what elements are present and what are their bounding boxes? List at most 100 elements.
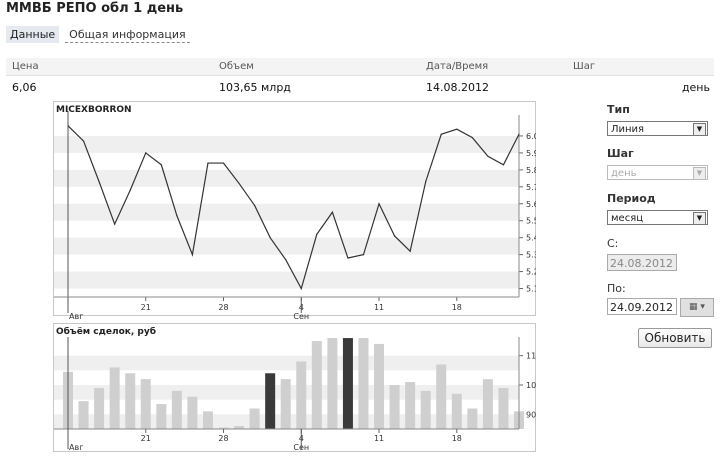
volume-chart-title: Объём сделок, руб xyxy=(56,326,156,337)
line-grid-band xyxy=(54,203,519,221)
volume-bar xyxy=(109,367,120,429)
chevron-down-icon: ▼ xyxy=(693,167,706,180)
volume-bar xyxy=(140,379,151,429)
volume-bar xyxy=(171,390,182,429)
price-point xyxy=(238,182,240,185)
value-datetime: 14.08.2012 xyxy=(426,81,489,94)
price-point xyxy=(331,211,333,213)
stats-header-row: Цена Объем Дата/Время Шаг xyxy=(6,58,714,76)
step-select-value: день xyxy=(611,168,637,179)
price-point xyxy=(518,133,520,135)
type-select-value: Линия xyxy=(611,124,645,135)
price-point xyxy=(456,128,458,130)
volume-bar xyxy=(156,404,167,429)
price-point xyxy=(67,125,69,127)
to-label: По: xyxy=(607,282,626,295)
price-point xyxy=(300,287,302,290)
header-datetime: Дата/Время xyxy=(426,61,489,72)
from-date-input[interactable]: 24.08.2012 xyxy=(607,254,677,271)
volume-bar xyxy=(265,373,276,429)
line-y-tick-label: 5.1 xyxy=(526,285,536,294)
price-point xyxy=(316,233,318,235)
line-x-tick-label: 11 xyxy=(374,303,384,312)
type-select[interactable]: Линия ▼ xyxy=(607,121,708,136)
price-point xyxy=(269,237,271,239)
line-y-tick-label: 5.7 xyxy=(526,183,536,192)
tab-general-info[interactable]: Общая информация xyxy=(65,26,190,43)
volume-bar xyxy=(280,379,291,429)
volume-bar xyxy=(94,387,105,429)
line-x-tick-label: Авг xyxy=(69,312,83,321)
line-x-tick-label: 21 xyxy=(141,303,151,312)
type-label: Тип xyxy=(607,103,630,116)
price-line-series xyxy=(67,125,520,291)
line-y-tick-label: 5.4 xyxy=(526,234,536,243)
price-point xyxy=(114,223,116,225)
price-point xyxy=(129,189,131,191)
volume-bar xyxy=(436,364,447,429)
volume-x-tick-label: Авг xyxy=(69,443,83,452)
refresh-button[interactable]: Обновить xyxy=(638,328,712,348)
volume-x-tick-label: 21 xyxy=(141,434,151,443)
volume-bar xyxy=(374,343,385,429)
volume-bar xyxy=(125,373,136,429)
line-grid-band xyxy=(54,271,519,289)
volume-bar xyxy=(405,382,416,429)
price-point xyxy=(160,164,162,166)
line-x-tick-label: Сен xyxy=(293,312,309,321)
price-point xyxy=(471,137,473,139)
chart-svg: MICEXBORRON 6.0 5.9 5.8 5.7 5.6 5.5 5.4 5.3 5.2 5.… xyxy=(53,101,536,452)
line-x-tick-label: 28 xyxy=(218,303,228,312)
chevron-down-icon: ▼ xyxy=(693,212,706,225)
line-y-tick-label: 5.8 xyxy=(526,166,536,175)
header-volume: Объем xyxy=(219,61,254,72)
price-point xyxy=(425,181,427,183)
from-label: С: xyxy=(607,237,619,250)
price-point xyxy=(409,250,411,252)
chart-area: MICEXBORRON 6.0 5.9 5.8 5.7 5.6 5.5 5.4 5.3 5.2 5.… xyxy=(53,99,536,453)
volume-bar xyxy=(249,408,260,429)
volume-bar xyxy=(78,401,89,429)
header-step: Шаг xyxy=(573,61,596,72)
chevron-down-icon: ▼ xyxy=(693,123,706,136)
value-step: день xyxy=(681,81,710,94)
price-point xyxy=(145,152,147,154)
volume-bar xyxy=(202,411,213,429)
price-point xyxy=(440,133,442,135)
period-select[interactable]: месяц ▼ xyxy=(607,210,708,225)
volume-y-tick-label: 110 млрд xyxy=(526,352,536,361)
price-point xyxy=(98,181,100,183)
volume-x-tick-label: 28 xyxy=(218,434,228,443)
price-point xyxy=(254,204,256,207)
volume-bar xyxy=(296,361,307,429)
price-point xyxy=(176,215,178,217)
line-grid-band xyxy=(54,169,519,187)
line-x-tick-label: 18 xyxy=(452,303,462,312)
step-select[interactable]: день ▼ xyxy=(607,165,708,180)
period-select-value: месяц xyxy=(611,213,644,224)
price-point xyxy=(347,257,349,259)
value-volume: 103,65 млрд xyxy=(219,81,291,94)
line-y-tick-label: 5.5 xyxy=(526,217,536,226)
volume-bar xyxy=(218,427,229,429)
price-point xyxy=(393,235,396,237)
volume-y-tick-label: 100 млрд xyxy=(526,381,536,390)
volume-bar xyxy=(498,387,509,429)
volume-bar xyxy=(311,341,322,429)
to-date-input[interactable]: 24.09.2012 xyxy=(607,298,677,315)
line-grid-band xyxy=(54,135,519,153)
volume-bar xyxy=(467,408,478,429)
tab-data[interactable]: Данные xyxy=(6,26,60,43)
volume-bar xyxy=(451,393,462,429)
volume-bar xyxy=(342,338,353,429)
volume-bar xyxy=(187,396,198,429)
price-point xyxy=(502,164,505,166)
volume-bar xyxy=(389,385,400,429)
line-y-tick-label: 5.6 xyxy=(526,200,536,209)
price-point xyxy=(82,140,85,142)
calendar-icon[interactable]: ▦ ▾ xyxy=(680,298,714,317)
value-price: 6,06 xyxy=(12,81,37,94)
volume-y-tick-label: 90 млрд xyxy=(526,410,536,419)
tab-bar: Данные Общая информация xyxy=(6,26,190,43)
price-point xyxy=(191,254,194,256)
